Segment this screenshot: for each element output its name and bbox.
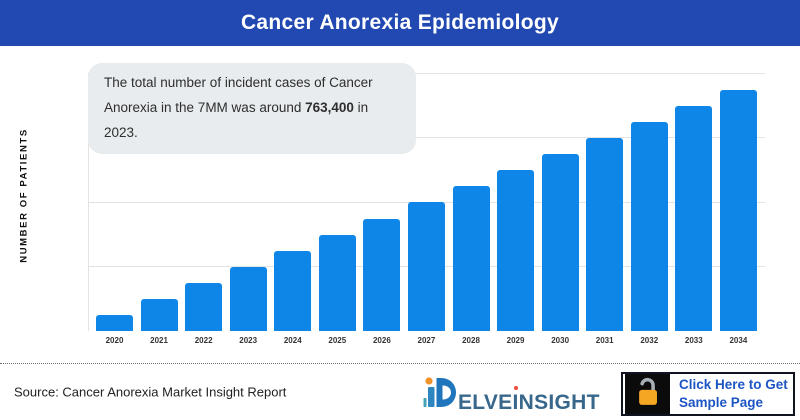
bar-2020	[96, 314, 133, 331]
page-title: Cancer Anorexia Epidemiology	[240, 11, 560, 34]
annotation-text-before: The total number of incident cases of Ca…	[104, 75, 373, 115]
annotation-text-after: in 2023.	[104, 99, 369, 140]
x-tick-2022: 2022	[194, 336, 213, 345]
x-tick-2034: 2034	[729, 336, 748, 345]
bars-container	[88, 74, 765, 331]
logo-text-elve: ELVE	[458, 391, 513, 414]
x-tick-2021: 2021	[150, 336, 168, 345]
y-axis-label: NUMBER OF PATIENTS	[18, 128, 30, 263]
bar-2026	[363, 218, 401, 331]
bar-2029	[497, 170, 535, 331]
bar-2030	[541, 154, 579, 331]
annotation-highlight: 763,400	[305, 99, 354, 115]
header-banner: Cancer Anorexia Epidemiology	[0, 0, 800, 46]
bar-2025	[318, 234, 356, 331]
unlocked-padlock-icon	[634, 377, 661, 411]
x-tick-2031: 2031	[595, 336, 614, 345]
delveinsight-logo[interactable]: ELVEINSIGHT	[423, 374, 600, 416]
bar-2021	[140, 298, 178, 331]
gridline	[88, 73, 765, 74]
bar-2023	[229, 266, 267, 331]
plot-area	[88, 73, 765, 331]
source-text: Source: Cancer Anorexia Market Insight R…	[14, 384, 287, 400]
logo-dotted-i: I	[512, 391, 519, 414]
cta-line-2: Sample Page	[679, 395, 764, 410]
x-tick-2033: 2033	[684, 336, 703, 345]
bar-2024	[274, 250, 312, 331]
x-axis-labels: 2020 2021 2022 2023 2024 2025 2026 2027 2028 2029…	[88, 336, 765, 345]
bar-2027	[407, 202, 445, 331]
footer: Source: Cancer Anorexia Market Insight R…	[0, 363, 800, 420]
x-tick-2028: 2028	[462, 336, 480, 345]
get-sample-page-button[interactable]: Click Here to Get Sample Page	[621, 372, 795, 416]
bar-2032	[630, 122, 668, 331]
x-tick-2030: 2030	[551, 336, 570, 345]
bar-2028	[452, 186, 490, 331]
x-tick-2024: 2024	[283, 336, 302, 345]
logo-text-nsight: NSIGHT	[518, 391, 600, 414]
x-tick-2029: 2029	[506, 336, 525, 345]
bar-2022	[185, 282, 223, 331]
bar-2033	[675, 106, 713, 331]
bar-2034	[719, 90, 757, 331]
lock-icon-box	[625, 374, 670, 414]
logo-wordmark: ELVEINSIGHT	[458, 392, 600, 416]
x-tick-2025: 2025	[328, 336, 347, 345]
x-tick-2023: 2023	[239, 336, 258, 345]
gridline	[88, 201, 765, 203]
x-tick-2032: 2032	[640, 336, 659, 345]
x-tick-2026: 2026	[372, 336, 391, 345]
delveinsight-d-mark-icon	[423, 374, 457, 416]
annotation-bubble: The total number of incident cases of Ca…	[88, 63, 416, 154]
gridline	[88, 137, 765, 139]
cta-line-1: Click Here to Get	[679, 376, 788, 392]
bar-2031	[586, 138, 624, 331]
x-tick-2027: 2027	[417, 336, 436, 345]
x-tick-2020: 2020	[105, 336, 124, 345]
cta-text: Click Here to Get Sample Page	[670, 374, 793, 414]
